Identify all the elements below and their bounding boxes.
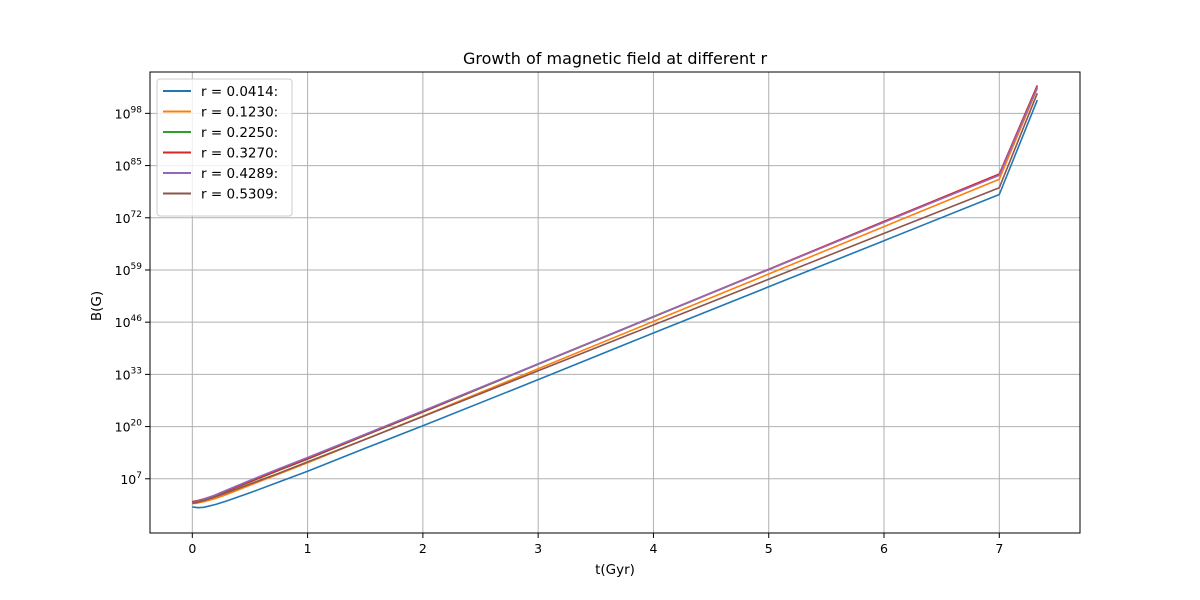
y-tick-label: 1020 bbox=[115, 419, 143, 435]
x-axis: 0 1 2 3 4 5 6 7 bbox=[188, 533, 1003, 556]
legend-label: r = 0.3270: bbox=[201, 146, 278, 162]
y-tick-exponent: 85 bbox=[131, 158, 142, 168]
series-line bbox=[192, 93, 1039, 505]
y-axis-label: B(G) bbox=[89, 291, 105, 321]
x-tick-label: 0 bbox=[188, 541, 196, 556]
y-tick-exponent: 98 bbox=[131, 105, 143, 115]
x-tick-label: 6 bbox=[880, 541, 888, 556]
x-tick-label: 1 bbox=[304, 541, 312, 556]
y-tick-exponent: 7 bbox=[136, 471, 142, 481]
y-tick-base: 10 bbox=[115, 211, 131, 226]
y-tick-base: 10 bbox=[115, 315, 131, 330]
y-tick-base: 10 bbox=[120, 472, 136, 487]
y-tick-base: 10 bbox=[115, 263, 131, 278]
y-tick-label: 1072 bbox=[115, 210, 142, 226]
series-lines bbox=[192, 84, 1039, 509]
y-tick-base: 10 bbox=[115, 420, 131, 435]
legend-label: r = 0.1230: bbox=[201, 105, 278, 121]
series-line bbox=[192, 99, 1039, 509]
grid bbox=[150, 72, 1080, 533]
y-tick-label: 1059 bbox=[115, 262, 143, 278]
legend-label: r = 0.0414: bbox=[201, 84, 278, 100]
y-tick-label: 1085 bbox=[115, 158, 142, 174]
x-tick-label: 2 bbox=[419, 541, 427, 556]
legend: r = 0.0414: r = 0.1230: r = 0.2250: r = 0.3… bbox=[156, 78, 293, 217]
x-tick-label: 3 bbox=[534, 541, 542, 556]
y-tick-exponent: 72 bbox=[131, 210, 142, 220]
y-tick-exponent: 33 bbox=[131, 366, 142, 376]
y-tick-label: 1098 bbox=[115, 105, 143, 121]
chart-title: Growth of magnetic field at different r bbox=[463, 49, 767, 68]
y-tick-exponent: 46 bbox=[131, 314, 143, 324]
x-axis-label: t(Gyr) bbox=[595, 562, 635, 578]
y-tick-label: 1033 bbox=[115, 366, 142, 382]
plot-frame bbox=[149, 71, 1081, 534]
x-tick-label: 7 bbox=[995, 541, 1003, 556]
series-line bbox=[192, 86, 1039, 504]
legend-label: r = 0.4289: bbox=[201, 166, 278, 182]
legend-label: r = 0.2250: bbox=[201, 125, 278, 141]
y-tick-exponent: 20 bbox=[131, 419, 143, 429]
y-tick-label: 107 bbox=[120, 471, 142, 487]
y-tick-label: 1046 bbox=[115, 314, 143, 330]
y-tick-base: 10 bbox=[115, 367, 131, 382]
x-tick-label: 5 bbox=[765, 541, 773, 556]
legend-label: r = 0.5309: bbox=[201, 187, 278, 203]
legend-box bbox=[156, 78, 293, 217]
y-tick-base: 10 bbox=[115, 159, 131, 174]
y-tick-exponent: 59 bbox=[131, 262, 143, 272]
x-tick-label: 4 bbox=[649, 541, 657, 556]
y-tick-base: 10 bbox=[115, 106, 131, 121]
